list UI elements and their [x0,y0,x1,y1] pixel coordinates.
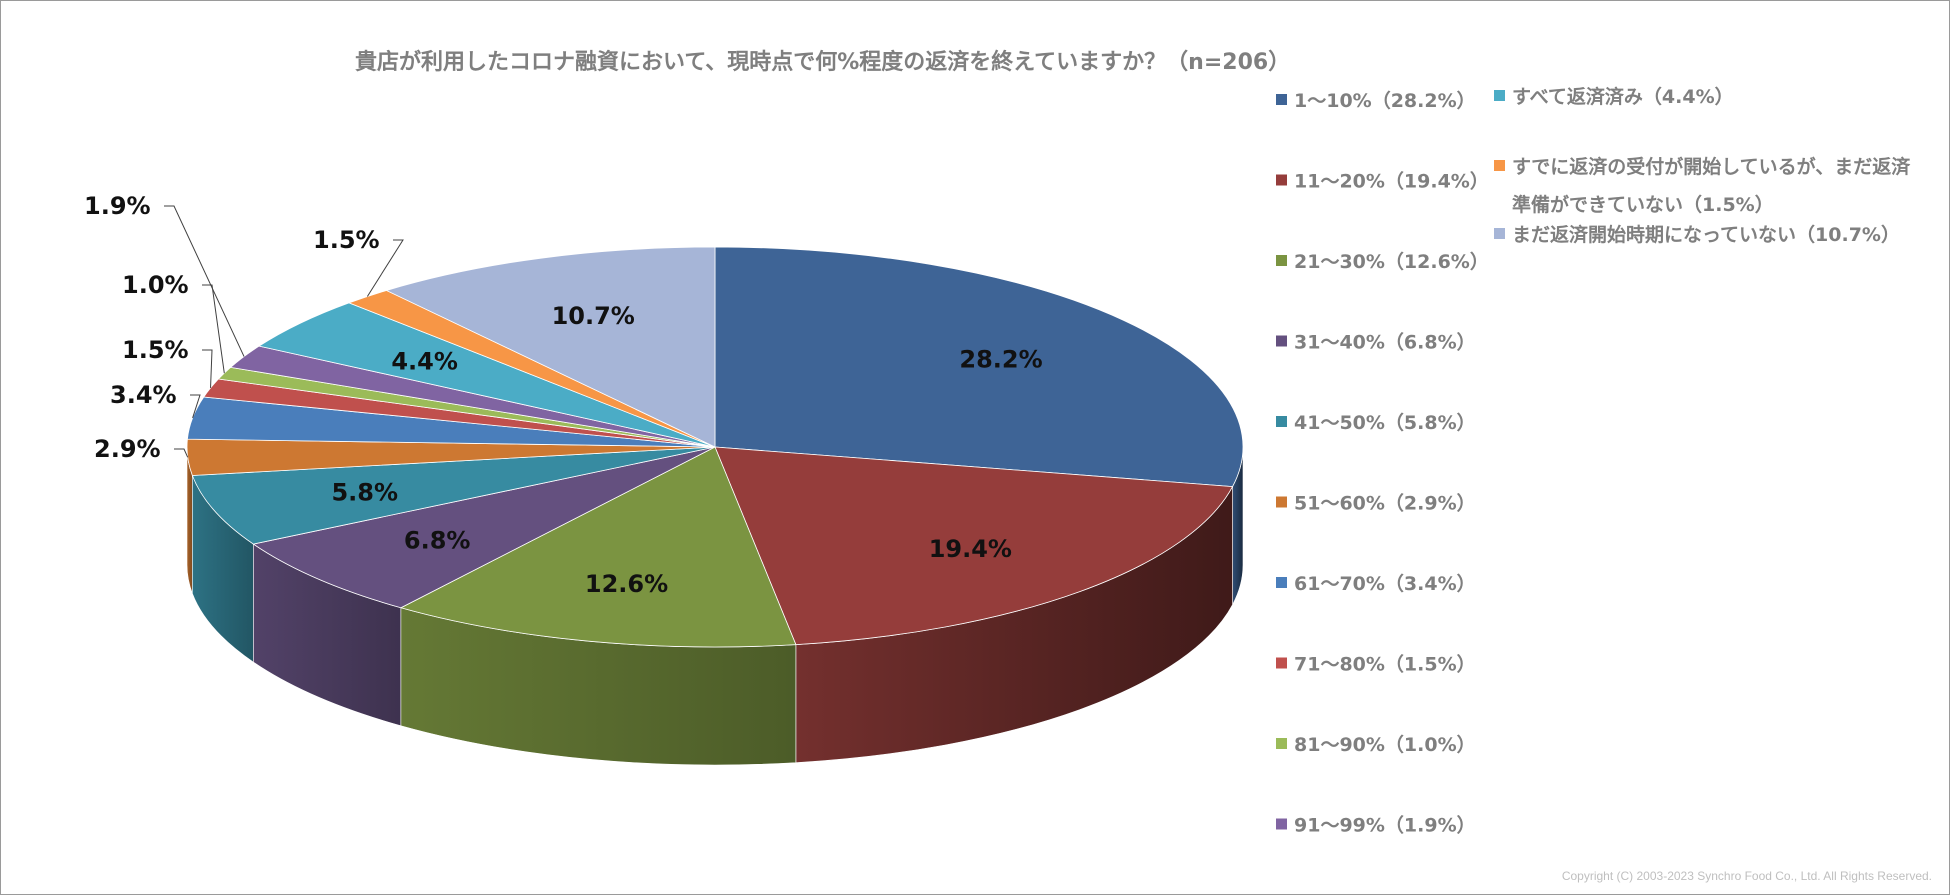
legend-swatch-3 [1276,255,1287,266]
leader-line-6 [174,448,189,458]
data-label-12: 1.5% [313,226,380,254]
data-label-7: 3.4% [110,381,177,409]
legend-label-11: すべて返済済み（4.4%） [1512,85,1734,108]
pie-slice-5 [191,446,716,545]
legend-label-7: 61～70%（3.4%） [1294,572,1476,595]
legend-swatch-5 [1276,416,1287,427]
leader-line-12 [366,239,404,297]
legend-label-9: 81～90%（1.0%） [1294,733,1476,756]
data-label-2: 19.4% [929,535,1012,563]
legend-swatch-2 [1276,174,1287,186]
pie-slice-4 [252,446,716,609]
data-label-4: 6.8% [404,526,471,554]
leader-line-7 [190,394,201,419]
legend-label-6: 51～60%（2.9%） [1294,492,1476,515]
legend-label-5: 41～50%（5.8%） [1294,411,1476,434]
data-label-6: 2.9% [94,435,161,463]
data-label-5: 5.8% [331,479,398,507]
data-label-10: 1.9% [84,192,151,220]
chart-title: 貴店が利用したコロナ融資において、現時点で何%程度の返済を終えていますか？（n=… [355,50,1291,75]
data-label-11: 4.4% [391,347,458,375]
legend-swatch-10 [1276,818,1287,830]
data-label-13: 10.7% [552,302,635,330]
pie-slice-3 [399,446,797,648]
legend-label-4: 31～40%（6.8%） [1294,331,1476,354]
legend-label-1: 1～10%（28.2%） [1294,89,1476,112]
legend-label-10: 91～99%（1.9%） [1294,814,1476,837]
legend-swatch-4 [1276,335,1287,347]
legend-swatch-11 [1494,90,1505,101]
legend-swatch-7 [1276,577,1287,588]
pie-slice-2 [714,446,1234,646]
leader-line-8 [202,349,213,388]
data-label-3: 12.6% [585,570,668,598]
pie-slice-13 [385,246,716,448]
leader-line-9 [202,284,225,374]
legend-label-8: 71～80%（1.5%） [1294,653,1476,676]
data-label-8: 1.5% [122,336,189,364]
legend-label-12: すでに返済の受付が開始しているが、まだ返済準備ができていない（1.5%） [1512,155,1911,216]
legend-swatch-13 [1494,228,1505,239]
legend-label-13: まだ返済開始時期になっていない（10.7%） [1512,223,1900,246]
leader-line-10 [164,205,245,357]
legend-swatch-9 [1276,738,1287,749]
data-label-9: 1.0% [122,271,189,299]
data-label-1: 28.2% [959,345,1042,373]
copyright-text: Copyright (C) 2003-2023 Synchro Food Co.… [1561,869,1932,883]
legend-swatch-12 [1494,160,1505,171]
pie-slice-1 [714,246,1244,488]
legend-swatch-8 [1276,657,1287,669]
legend-label-3: 21～30%（12.6%） [1294,250,1489,273]
legend-swatch-6 [1276,496,1287,508]
legend-swatch-1 [1276,94,1287,105]
legend-label-2: 11～20%（19.4%） [1294,170,1489,193]
